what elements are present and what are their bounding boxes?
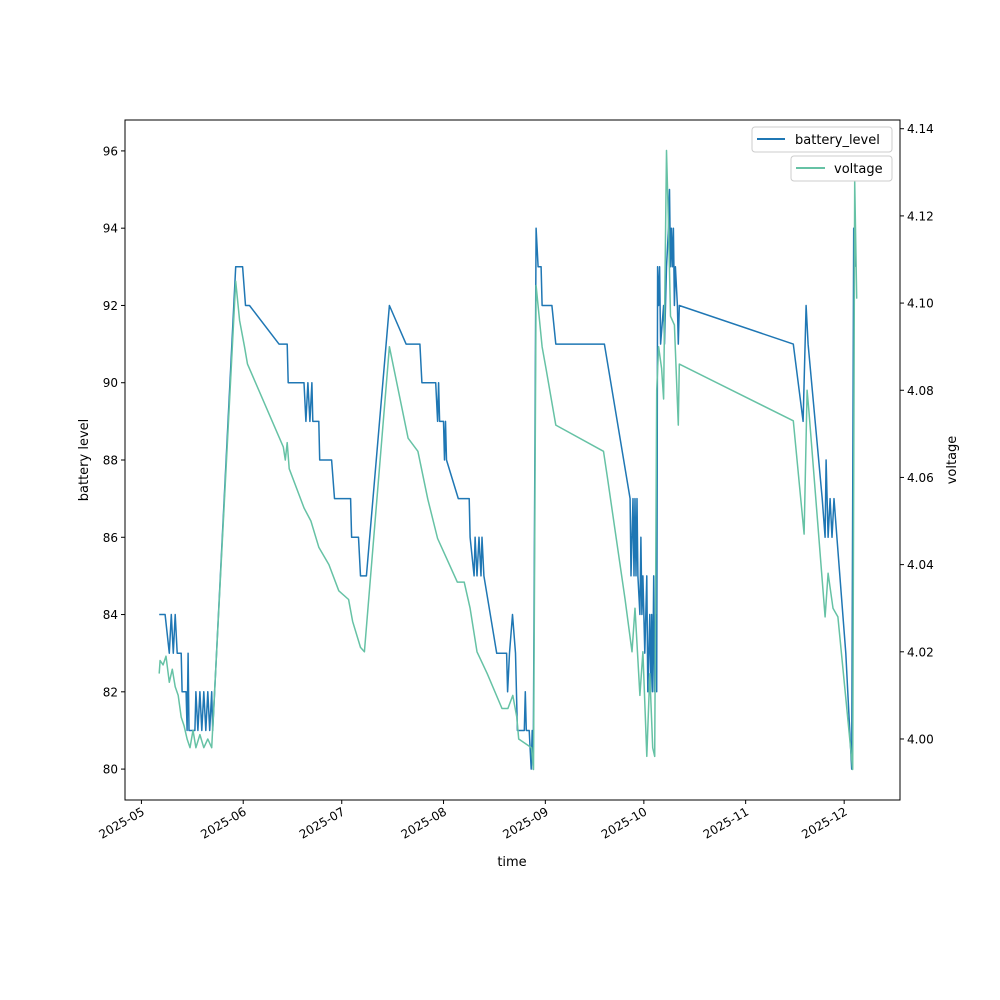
y-tick-left: 82	[103, 685, 125, 699]
y-tick-label-left: 86	[103, 531, 118, 545]
y-tick-right: 4.02	[900, 645, 934, 659]
legend-label-voltage: voltage	[834, 162, 883, 177]
y-tick-right: 4.12	[900, 209, 934, 223]
y-tick-label-left: 92	[103, 299, 118, 313]
y-tick-right: 4.08	[900, 384, 934, 398]
legend-label-battery: battery_level	[795, 133, 880, 148]
y-tick-label-left: 88	[103, 454, 118, 468]
y-tick-label-right: 4.06	[907, 471, 934, 485]
y-axis-label-right: voltage	[945, 436, 960, 485]
y-tick-label-left: 96	[103, 144, 118, 158]
series-line-voltage	[158, 149, 858, 771]
y-tick-right: 4.04	[900, 558, 934, 572]
y-tick-label-right: 4.08	[907, 384, 934, 398]
plot-area	[158, 149, 858, 771]
series-line-battery-level	[159, 188, 857, 770]
y-tick-left: 94	[103, 222, 125, 236]
y-tick-left: 96	[103, 144, 125, 158]
y-tick-label-right: 4.04	[907, 558, 934, 572]
y-tick-left: 86	[103, 531, 125, 545]
y-tick-left: 84	[103, 608, 125, 622]
x-axis-label: time	[497, 855, 526, 870]
y-axis-right: 4.00 4.02 4.04 4.06 4.08 4.10 4.12 4.14	[900, 122, 934, 746]
legend-battery-level: battery_level	[751, 126, 893, 153]
y-tick-label-left: 82	[103, 685, 118, 699]
y-axis-left: 80 82 84 86 88 90 92 94 96	[103, 144, 125, 777]
y-tick-right: 4.06	[900, 471, 934, 485]
legend-frame	[751, 126, 893, 153]
y-tick-label-left: 80	[103, 763, 118, 777]
y-tick-left: 90	[103, 376, 125, 390]
y-tick-label-right: 4.02	[907, 645, 934, 659]
y-axis-label-left: battery level	[77, 419, 92, 502]
y-tick-right: 4.00	[900, 732, 934, 746]
y-tick-label-right: 4.12	[907, 209, 934, 223]
legend-frame	[790, 155, 893, 182]
y-tick-left: 88	[103, 454, 125, 468]
y-tick-label-left: 84	[103, 608, 118, 622]
y-tick-label-right: 4.14	[907, 122, 934, 136]
legend-voltage: voltage	[790, 155, 893, 182]
y-tick-label-left: 90	[103, 376, 118, 390]
y-tick-label-right: 4.10	[907, 297, 934, 311]
y-tick-right: 4.10	[900, 297, 934, 311]
y-tick-label-left: 94	[103, 222, 118, 236]
y-tick-left: 92	[103, 299, 125, 313]
y-tick-label-right: 4.00	[907, 732, 934, 746]
y-tick-right: 4.14	[900, 122, 934, 136]
y-tick-left: 80	[103, 763, 125, 777]
